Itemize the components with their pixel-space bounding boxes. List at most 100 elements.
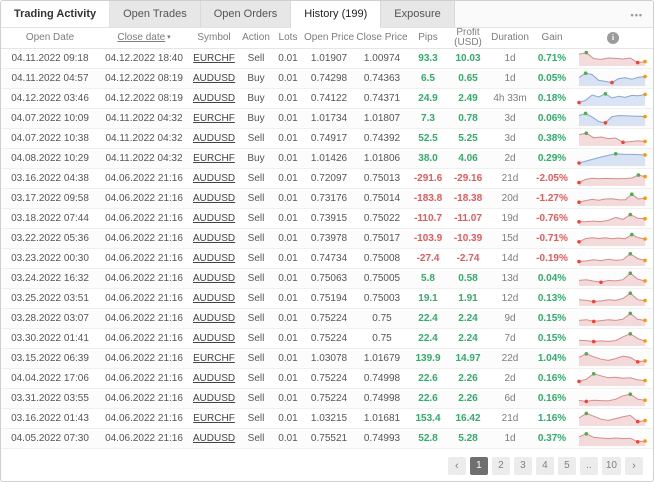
mini-chart[interactable] — [573, 108, 653, 129]
symbol-link[interactable]: AUDUSD — [192, 133, 236, 144]
cell-open-date: 03.31.2022 03:55 — [1, 388, 99, 409]
mini-chart[interactable] — [573, 308, 653, 329]
cell-lots: 0.01 — [273, 228, 303, 249]
mini-chart[interactable] — [573, 228, 653, 249]
cell-action: Buy — [239, 148, 273, 169]
mini-chart[interactable] — [573, 328, 653, 349]
mini-chart[interactable] — [573, 208, 653, 229]
mini-chart[interactable] — [573, 68, 653, 89]
mini-chart[interactable] — [573, 188, 653, 209]
column-header-gain[interactable]: Gain — [531, 28, 573, 49]
cell-action: Sell — [239, 348, 273, 369]
page-button-5[interactable]: 5 — [557, 456, 576, 475]
cell-lots: 0.01 — [273, 88, 303, 109]
column-header-close-price[interactable]: Close Price — [355, 28, 409, 49]
column-header-profit[interactable]: Profit (USD) — [447, 28, 489, 49]
symbol-link[interactable]: AUDUSD — [192, 173, 236, 184]
mini-chart[interactable] — [573, 368, 653, 389]
symbol-link[interactable]: AUDUSD — [192, 213, 236, 224]
cell-close-price: 0.75014 — [355, 188, 409, 209]
page-button-..[interactable]: .. — [579, 456, 598, 475]
cell-profit: 0.58 — [447, 268, 489, 289]
cell-gain: 0.16% — [531, 368, 573, 389]
mini-chart[interactable] — [573, 88, 653, 109]
tab-open-orders[interactable]: Open Orders — [200, 1, 292, 27]
cell-close-date: 04.06.2022 21:16 — [99, 208, 189, 229]
tab-open-trades[interactable]: Open Trades — [110, 1, 201, 27]
tab-trading-activity[interactable]: Trading Activity — [1, 1, 111, 27]
column-header-close-date[interactable]: Close date ▾ — [99, 28, 189, 49]
symbol-link[interactable]: AUDUSD — [192, 333, 236, 344]
mini-chart[interactable] — [573, 248, 653, 269]
symbol-link[interactable]: AUDUSD — [192, 273, 236, 284]
prev-page-button[interactable]: ‹ — [447, 456, 466, 475]
page-button-3[interactable]: 3 — [513, 456, 532, 475]
mini-chart[interactable] — [573, 348, 653, 369]
mini-chart[interactable] — [573, 408, 653, 429]
cell-open-date: 03.22.2022 05:36 — [1, 228, 99, 249]
symbol-link[interactable]: AUDUSD — [192, 93, 236, 104]
symbol-link[interactable]: AUDUSD — [192, 233, 236, 244]
cell-open-date: 04.08.2022 10:29 — [1, 148, 99, 169]
cell-symbol: AUDUSD — [189, 368, 239, 389]
cell-duration: 6d — [489, 388, 531, 409]
mini-chart[interactable] — [573, 268, 653, 289]
column-header-lots[interactable]: Lots — [273, 28, 303, 49]
column-header-pips[interactable]: Pips — [409, 28, 447, 49]
cell-symbol: AUDUSD — [189, 428, 239, 449]
symbol-link[interactable]: AUDUSD — [192, 73, 236, 84]
page-button-2[interactable]: 2 — [491, 456, 510, 475]
tab-bar: Trading Activity Open Trades Open Orders… — [1, 1, 653, 28]
cell-duration: 3d — [489, 108, 531, 129]
more-menu-icon[interactable]: ••• — [630, 9, 643, 20]
page-button-1[interactable]: 1 — [469, 456, 488, 475]
next-page-button[interactable]: › — [625, 456, 643, 475]
page-button-4[interactable]: 4 — [535, 456, 554, 475]
symbol-link[interactable]: EURCHF — [193, 413, 235, 424]
cell-symbol: EURCHF — [189, 348, 239, 369]
info-icon[interactable]: i — [607, 32, 619, 44]
tab-history[interactable]: History (199) — [291, 1, 382, 28]
cell-close-date: 04.11.2022 04:32 — [99, 108, 189, 129]
column-header-open-price[interactable]: Open Price — [303, 28, 355, 49]
column-header-open-date[interactable]: Open Date — [1, 28, 99, 49]
tab-exposure[interactable]: Exposure — [381, 1, 455, 27]
symbol-link[interactable]: EURCHF — [193, 53, 235, 64]
symbol-link[interactable]: EURCHF — [193, 353, 235, 364]
cell-lots: 0.01 — [273, 48, 303, 69]
mini-chart[interactable] — [573, 288, 653, 309]
table-row: 03.18.2022 07:44 04.06.2022 21:16 AUDUSD Se… — [1, 208, 653, 229]
mini-chart[interactable] — [573, 148, 653, 169]
symbol-link[interactable]: AUDUSD — [192, 433, 236, 444]
symbol-link[interactable]: AUDUSD — [192, 253, 236, 264]
mini-chart[interactable] — [573, 428, 653, 449]
cell-close-price: 0.74998 — [355, 368, 409, 389]
cell-duration: 12d — [489, 288, 531, 309]
cell-action: Sell — [239, 228, 273, 249]
mini-chart[interactable] — [573, 48, 653, 69]
cell-close-price: 0.75 — [355, 328, 409, 349]
cell-close-date: 04.06.2022 21:16 — [99, 328, 189, 349]
cell-gain: 0.05% — [531, 68, 573, 89]
sort-caret-icon: ▾ — [165, 34, 171, 41]
cell-open-price: 0.75224 — [303, 308, 355, 329]
symbol-link[interactable]: EURCHF — [193, 153, 235, 164]
column-header-duration[interactable]: Duration — [489, 28, 531, 49]
symbol-link[interactable]: AUDUSD — [192, 193, 236, 204]
column-header-symbol[interactable]: Symbol — [189, 28, 239, 49]
cell-pips: 19.1 — [409, 288, 447, 309]
symbol-link[interactable]: AUDUSD — [192, 393, 236, 404]
cell-symbol: AUDUSD — [189, 228, 239, 249]
cell-close-date: 04.12.2022 08:19 — [99, 88, 189, 109]
cell-close-date: 04.06.2022 21:16 — [99, 188, 189, 209]
page-button-10[interactable]: 10 — [601, 456, 621, 475]
symbol-link[interactable]: AUDUSD — [192, 373, 236, 384]
mini-chart[interactable] — [573, 388, 653, 409]
symbol-link[interactable]: EURCHF — [193, 113, 235, 124]
symbol-link[interactable]: AUDUSD — [192, 313, 236, 324]
mini-chart[interactable] — [573, 128, 653, 149]
symbol-link[interactable]: AUDUSD — [192, 293, 236, 304]
cell-open-price: 0.75224 — [303, 368, 355, 389]
column-header-action[interactable]: Action — [239, 28, 273, 49]
mini-chart[interactable] — [573, 168, 653, 189]
